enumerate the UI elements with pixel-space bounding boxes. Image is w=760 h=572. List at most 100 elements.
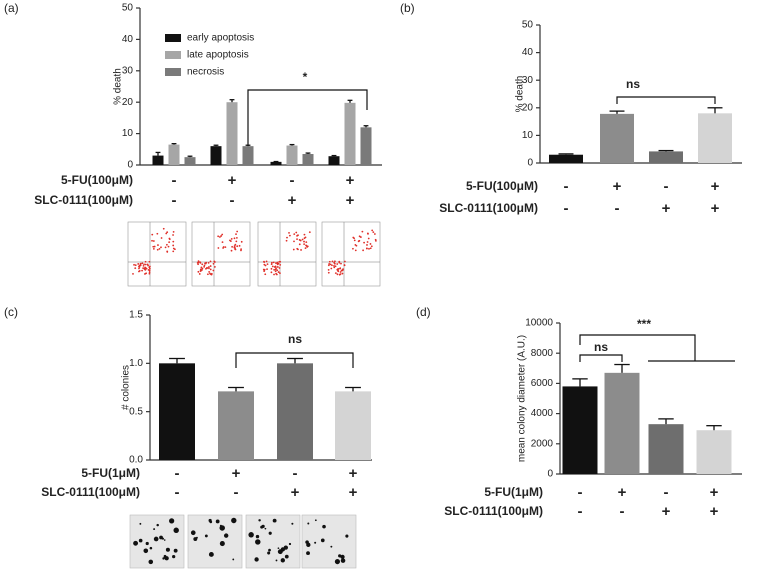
y-tick-label: 8000 — [531, 348, 554, 359]
flow-dot — [304, 247, 307, 250]
colony — [159, 535, 163, 540]
condition-sign: + — [711, 200, 720, 217]
colony — [277, 549, 283, 555]
condition-sign: + — [349, 484, 358, 501]
colony — [162, 557, 165, 560]
flow-dot — [138, 267, 140, 270]
flow-dot — [141, 269, 143, 272]
flow-dot — [359, 236, 362, 238]
flow-dot — [141, 262, 144, 265]
flow-dot — [168, 237, 171, 240]
flow-dot — [139, 264, 142, 266]
flow-dot — [220, 235, 223, 237]
colony-well — [301, 514, 357, 569]
colony — [345, 534, 349, 538]
flow-dot — [197, 261, 200, 264]
colony — [255, 534, 260, 539]
colony — [254, 557, 259, 562]
colony — [307, 522, 310, 525]
y-tick-label: 10 — [122, 128, 134, 139]
colony — [172, 555, 176, 559]
colony — [261, 524, 265, 529]
flow-dot — [336, 268, 339, 271]
flow-dot — [209, 260, 212, 263]
bar — [210, 146, 222, 165]
flow-dot — [212, 262, 215, 265]
colony — [143, 548, 149, 554]
flow-dot — [336, 273, 339, 276]
flow-dot — [300, 249, 302, 251]
bar — [600, 113, 634, 163]
y-tick-label: 0 — [527, 158, 533, 169]
flow-dot — [240, 249, 242, 252]
flow-dot — [365, 247, 368, 250]
flow-dot — [340, 262, 342, 265]
condition-sign: + — [710, 503, 719, 520]
flow-dot — [221, 233, 224, 236]
bar — [360, 127, 372, 165]
flow-dot — [273, 268, 276, 271]
colony — [280, 558, 285, 563]
significance-bracket — [235, 352, 354, 368]
colony — [258, 519, 261, 522]
flow-dot — [134, 267, 137, 270]
flow-quadrant — [258, 222, 316, 286]
bar — [218, 391, 254, 460]
flow-dot — [217, 235, 220, 238]
flow-dot — [344, 260, 346, 263]
flow-dot — [160, 237, 163, 239]
flow-dot — [273, 266, 276, 268]
colony — [275, 559, 278, 562]
flow-dot — [203, 264, 206, 267]
flow-dot — [148, 272, 151, 275]
flow-dot — [153, 245, 156, 248]
colony-well — [129, 514, 185, 569]
flow-dot — [148, 267, 151, 270]
flow-dot — [233, 237, 236, 240]
condition-sign: - — [564, 178, 569, 195]
significance-label: ns — [288, 332, 302, 346]
colony — [163, 555, 167, 559]
colony — [320, 538, 325, 543]
flow-dot — [353, 237, 356, 240]
colony — [268, 548, 271, 552]
condition-sign: + — [232, 465, 241, 482]
condition-label: SLC-0111(100μM) — [444, 504, 543, 518]
flow-dot — [263, 268, 266, 271]
bar — [648, 424, 684, 474]
condition-sign: + — [710, 484, 719, 501]
flow-dot — [201, 269, 203, 271]
flow-dot — [138, 270, 141, 272]
condition-label: 5-FU(1μM) — [484, 485, 543, 499]
flow-plot — [257, 221, 317, 287]
flow-dot — [277, 271, 280, 273]
flow-dot — [328, 260, 331, 263]
bar — [696, 430, 732, 474]
flow-dot — [236, 230, 239, 233]
condition-sign: - — [615, 200, 620, 217]
significance-label: ns — [626, 77, 640, 91]
flow-dot — [145, 267, 148, 270]
flow-dot — [270, 271, 273, 274]
y-tick-label: 30 — [522, 75, 534, 86]
flow-dot — [293, 240, 295, 243]
colony — [255, 540, 260, 545]
flow-dot — [230, 238, 233, 240]
flow-dot — [167, 245, 170, 248]
flow-dot — [208, 270, 211, 273]
condition-sign: - — [664, 178, 669, 195]
flow-dot — [363, 241, 365, 244]
colony — [139, 522, 142, 525]
legend-label: necrosis — [187, 67, 224, 78]
flow-dot — [137, 263, 140, 265]
bar — [242, 146, 254, 165]
flow-quadrant — [322, 222, 380, 286]
flow-dot — [148, 271, 151, 274]
condition-sign: + — [288, 192, 297, 209]
colony — [133, 540, 139, 546]
colony — [272, 518, 277, 523]
flow-dot — [338, 260, 341, 263]
condition-sign: - — [175, 465, 180, 482]
flow-dot — [333, 266, 336, 269]
significance-bracket — [579, 334, 735, 362]
